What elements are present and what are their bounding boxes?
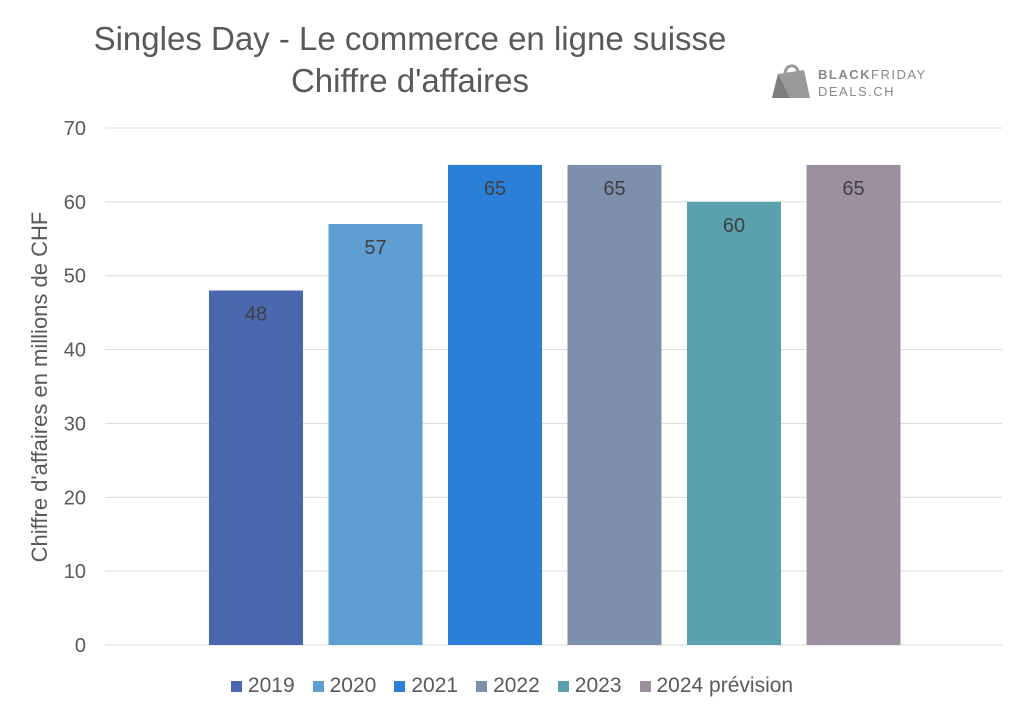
y-tick-label: 50 [64, 266, 86, 288]
legend-item: 2024 prévision [639, 674, 794, 698]
legend-label: 2023 [574, 674, 622, 697]
bar-2022 [567, 164, 662, 645]
data-label: 65 [842, 178, 864, 200]
legend-label: 2019 [247, 674, 295, 697]
brand-logo: BLACKFRIDAY DEALS.CH [768, 60, 938, 104]
y-tick-label: 70 [64, 118, 86, 140]
legend-item: 2022 [476, 674, 540, 698]
legend-label: 2021 [411, 674, 459, 697]
bar-2024 [806, 164, 901, 645]
legend-item: 2023 [557, 674, 622, 698]
y-tick-label: 60 [64, 192, 86, 214]
legend-swatch [230, 680, 242, 692]
legend-swatch [639, 680, 651, 692]
y-tick-label: 30 [64, 413, 86, 435]
legend-label: 2024 prévision [656, 674, 794, 697]
logo-black: BLACK [818, 67, 871, 82]
data-label: 57 [364, 237, 386, 259]
y-tick-label: 20 [64, 487, 86, 509]
bar-2021 [448, 164, 542, 645]
legend-swatch [394, 680, 406, 692]
chart-legend: 2019 2020 2021 2022 2023 2024 prévision [0, 674, 1024, 698]
data-label: 65 [603, 178, 625, 200]
legend-swatch [476, 680, 488, 692]
legend-swatch [312, 680, 324, 692]
bar-2019 [209, 290, 303, 645]
data-label: 65 [484, 178, 506, 200]
legend-item: 2020 [312, 674, 377, 698]
logo-text: BLACKFRIDAY DEALS.CH [818, 66, 927, 100]
chart-title: Singles Day - Le commerce en ligne suiss… [93, 20, 727, 57]
legend-item: 2019 [230, 674, 295, 698]
y-tick-label: 40 [64, 340, 86, 362]
bar-2020 [328, 224, 423, 645]
logo-friday: FRIDAY [871, 67, 927, 82]
legend-item: 2021 [394, 674, 458, 698]
chart-title-block: Singles Day - Le commerce en ligne suiss… [40, 18, 780, 102]
data-label: 48 [245, 303, 267, 325]
y-tick-label: 0 [75, 635, 86, 657]
y-tick-label: 10 [64, 561, 86, 583]
bar-2023 [687, 201, 781, 645]
data-label: 60 [723, 215, 745, 237]
legend-swatch [557, 680, 569, 692]
logo-deals: DEALS.CH [818, 84, 896, 99]
legend-label: 2020 [329, 674, 377, 697]
shopping-bag-icon [772, 64, 810, 98]
legend-label: 2022 [493, 674, 540, 697]
chart-subtitle: Chiffre d'affaires [290, 62, 530, 99]
